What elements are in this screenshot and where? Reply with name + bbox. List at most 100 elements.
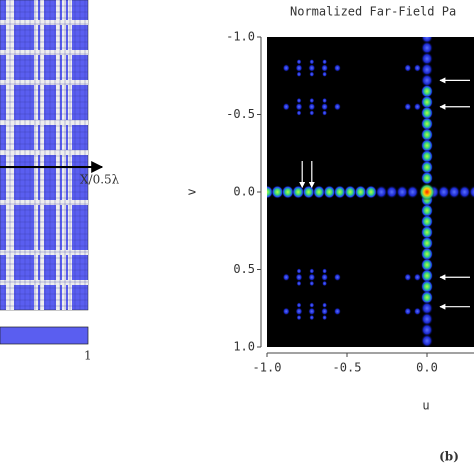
- lobe: [421, 312, 433, 326]
- x-tick-label: 0.0: [416, 361, 438, 375]
- lobe: [296, 71, 302, 77]
- lobe: [421, 258, 433, 272]
- array-gap: [0, 280, 88, 285]
- array-axis-label: X/0.5λ: [80, 173, 120, 187]
- lobe: [295, 102, 303, 111]
- lobe: [309, 268, 315, 274]
- lobe: [437, 185, 450, 199]
- lobe: [421, 204, 433, 218]
- y-axis-label: v: [185, 188, 199, 195]
- x-tick-label: -1.0: [253, 361, 282, 375]
- lobe: [354, 185, 367, 199]
- lobe: [308, 64, 316, 72]
- lobe: [421, 106, 433, 120]
- lobe: [421, 247, 433, 261]
- array-gap: [0, 50, 88, 55]
- lobe: [322, 268, 328, 274]
- array-grid: [0, 0, 89, 311]
- y-tick-label: -0.5: [226, 107, 255, 121]
- lobe: [296, 268, 302, 274]
- lobe: [421, 214, 433, 229]
- lobe: [421, 236, 433, 250]
- lobe: [313, 185, 325, 199]
- lobe: [421, 225, 433, 239]
- lobe: [333, 307, 341, 316]
- lobe: [385, 185, 398, 199]
- lobe: [421, 95, 433, 109]
- lobe: [421, 41, 433, 55]
- lobe: [458, 185, 471, 199]
- lobe: [421, 334, 433, 347]
- array-gap: [0, 20, 88, 25]
- colorbar-label: 1: [84, 349, 92, 363]
- lobe: [282, 64, 290, 72]
- lobe: [421, 269, 433, 283]
- lobe: [421, 160, 433, 174]
- lobe: [322, 97, 328, 104]
- lobe: [309, 280, 315, 287]
- lobe: [309, 71, 315, 77]
- colorbar: [0, 326, 89, 345]
- lobe: [292, 185, 305, 199]
- lobe: [406, 185, 419, 199]
- lobe: [404, 307, 412, 316]
- lobe: [321, 307, 329, 316]
- lobe: [413, 64, 421, 72]
- array-gap: [0, 150, 88, 155]
- lobe: [296, 110, 302, 116]
- lobe: [267, 185, 273, 199]
- lobe: [322, 314, 328, 321]
- lobe: [309, 302, 315, 308]
- x-axis-label: u: [422, 399, 429, 413]
- lobe: [309, 59, 315, 65]
- lobe: [421, 62, 433, 77]
- lobe: [309, 314, 315, 321]
- x-tick-label: -0.5: [333, 361, 362, 375]
- lobe: [322, 59, 328, 65]
- lobe: [282, 307, 290, 316]
- lobe: [308, 102, 316, 111]
- lobe: [296, 59, 302, 65]
- lobe: [333, 273, 341, 282]
- lobe: [421, 149, 433, 163]
- y-tick-label: 1.0: [233, 340, 255, 354]
- lobe: [295, 64, 303, 72]
- lobe: [421, 84, 433, 98]
- lobe: [322, 280, 328, 287]
- far-field-pattern: [267, 37, 474, 347]
- lobe: [421, 117, 433, 131]
- lobe: [296, 97, 302, 104]
- lobe: [365, 185, 377, 199]
- lobe: [404, 64, 412, 72]
- lobe: [448, 185, 461, 199]
- lobe: [333, 64, 341, 72]
- array-gap: [0, 250, 88, 255]
- lobe: [413, 102, 421, 111]
- lobe: [322, 71, 328, 77]
- lobe: [421, 301, 433, 315]
- lobe: [333, 185, 346, 199]
- lobe: [271, 185, 284, 199]
- lobe: [396, 185, 409, 199]
- lobe: [421, 171, 433, 185]
- lobe: [421, 323, 433, 337]
- lobe: [308, 273, 316, 282]
- lobe: [323, 185, 336, 199]
- lobe: [309, 97, 315, 104]
- lobe: [404, 273, 412, 282]
- lobe: [333, 102, 341, 111]
- lobe: [419, 183, 435, 201]
- lobe: [421, 138, 433, 153]
- lobe: [281, 185, 294, 199]
- y-tick-label: -1.0: [226, 30, 255, 44]
- lobe: [421, 52, 433, 66]
- lobe: [296, 280, 302, 287]
- lobe: [321, 102, 329, 111]
- lobe: [421, 279, 433, 294]
- panel-label: (b): [439, 450, 459, 464]
- lobe: [404, 102, 412, 111]
- lobe: [282, 102, 290, 111]
- lobe: [421, 128, 433, 142]
- y-tick-label: 0.0: [233, 185, 255, 199]
